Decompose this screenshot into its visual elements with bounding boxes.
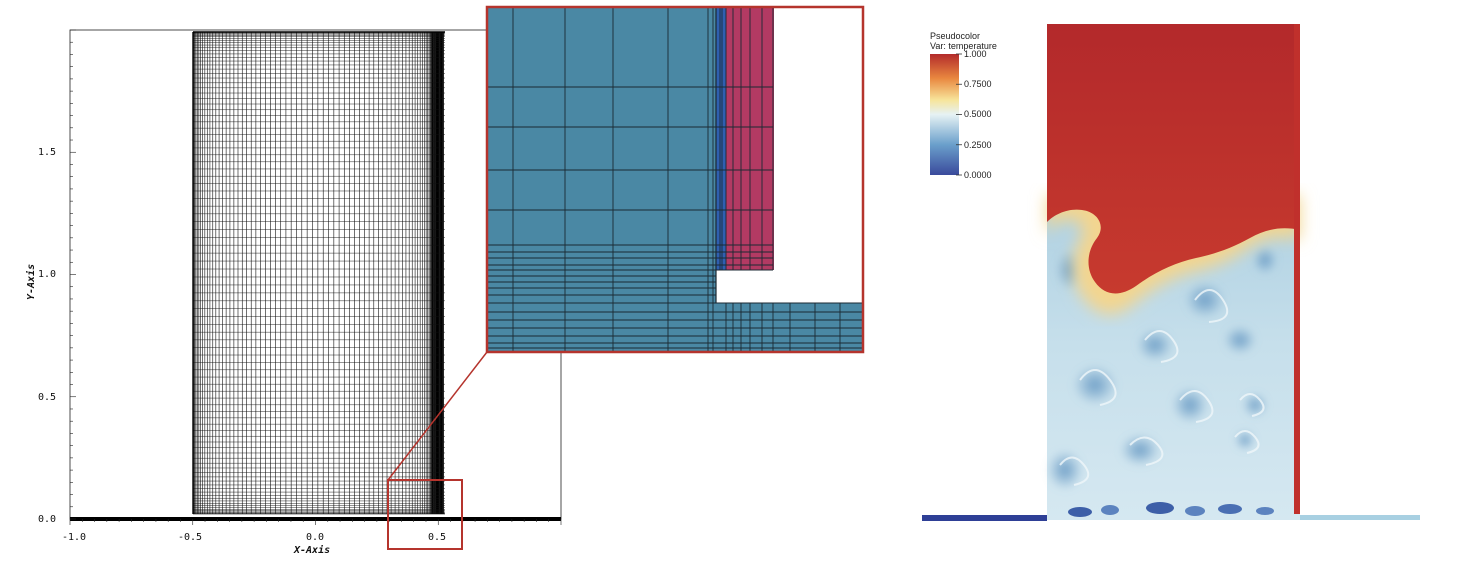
y-axis-title: Y-Axis xyxy=(25,264,37,300)
inset-interface-strip xyxy=(716,7,726,270)
heated-wall xyxy=(1294,24,1300,514)
inset-bottom-block xyxy=(716,303,863,352)
x-tick-label: 0.0 xyxy=(306,532,324,543)
x-tick-label: 0.5 xyxy=(428,532,446,543)
colorbar-legend: Pseudocolor Var: temperature 1.000 0.750… xyxy=(930,31,997,180)
y-tick-label: 1.0 xyxy=(38,269,56,280)
x-tick-label: -0.5 xyxy=(178,532,202,543)
colorbar-tick-label: 0.7500 xyxy=(964,79,992,89)
colorbar xyxy=(930,54,959,175)
x-tick-label: -1.0 xyxy=(62,532,86,543)
temperature-field: Pseudocolor Var: temperature 1.000 0.750… xyxy=(922,24,1420,521)
mesh-plot: -1.0 -0.5 0.0 0.5 X-Axis 0.0 0.5 1.0 1.5… xyxy=(25,30,561,556)
colorbar-tick-label: 1.000 xyxy=(964,49,987,59)
y-tick-label: 0.5 xyxy=(38,392,56,403)
zoom-inset xyxy=(487,7,863,352)
y-tick-label: 1.5 xyxy=(38,147,56,158)
base-strip-right xyxy=(1300,515,1420,520)
colorbar-tick-label: 0.2500 xyxy=(964,140,992,150)
mesh-grid xyxy=(193,32,445,514)
legend-title: Pseudocolor xyxy=(930,31,980,41)
inset-solid-block xyxy=(487,7,716,352)
y-tick-label: 0.0 xyxy=(38,514,56,525)
colorbar-tick-label: 0.5000 xyxy=(964,109,992,119)
x-axis-title: X-Axis xyxy=(293,544,330,556)
base-strip-left xyxy=(922,515,1047,521)
colorbar-tick-label: 0.0000 xyxy=(964,170,992,180)
